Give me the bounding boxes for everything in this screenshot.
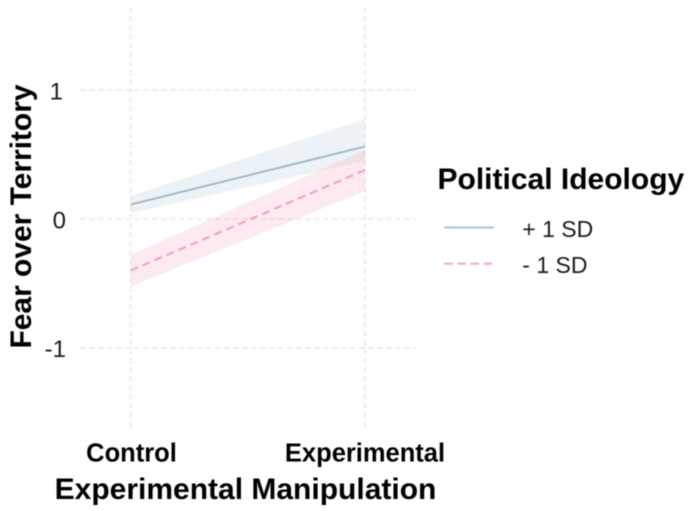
svg-text:0: 0 bbox=[53, 208, 66, 235]
svg-text:Experimental: Experimental bbox=[285, 440, 445, 468]
svg-text:Political Ideology: Political Ideology bbox=[438, 163, 685, 196]
svg-text:Experimental Manipulation: Experimental Manipulation bbox=[55, 473, 437, 506]
svg-text:1: 1 bbox=[50, 78, 63, 105]
svg-text:-1: -1 bbox=[45, 336, 66, 363]
svg-text:+ 1 SD: + 1 SD bbox=[522, 216, 593, 242]
svg-text:- 1 SD: - 1 SD bbox=[522, 252, 587, 278]
svg-text:Control: Control bbox=[86, 440, 177, 468]
svg-text:Fear over Territory: Fear over Territory bbox=[5, 84, 38, 348]
